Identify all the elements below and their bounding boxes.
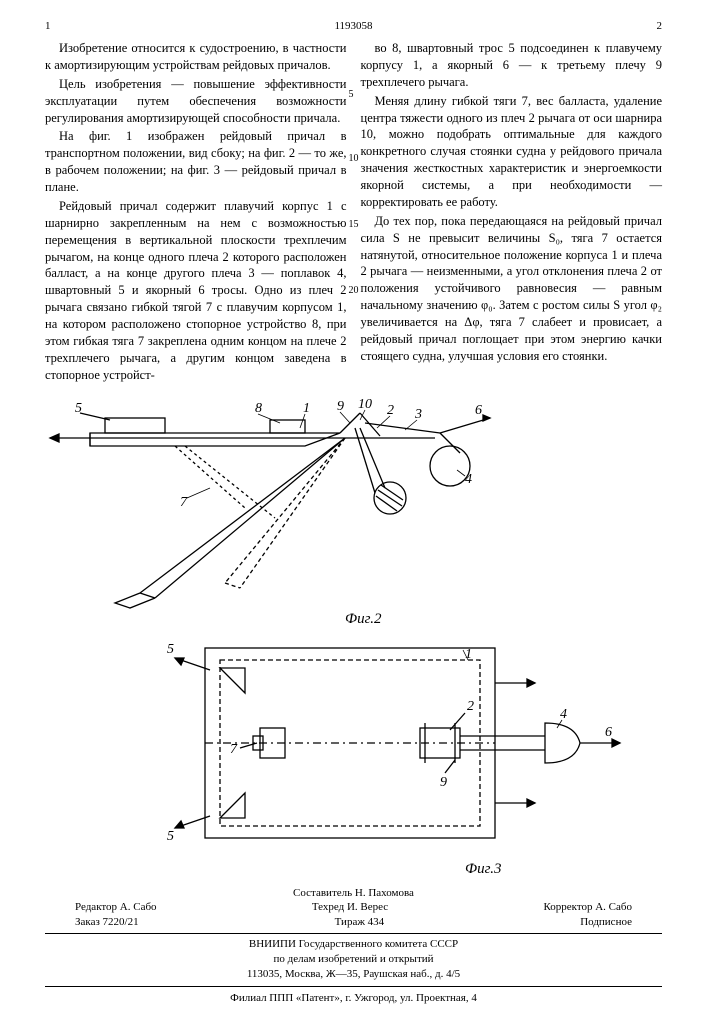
corrector: Корректор А. Сабо	[543, 900, 632, 915]
doc-number: 1193058	[334, 20, 372, 32]
para: Меняя длину гибкой тяги 7, вес балласта,…	[361, 93, 663, 211]
fig-label: 5	[167, 829, 174, 844]
para: До тех пор, пока передающаяся на рейдовы…	[361, 213, 663, 365]
org1: ВНИИПИ Государственного комитета СССР	[45, 937, 662, 952]
line-num: 5	[349, 88, 354, 102]
fig-label: 6	[475, 403, 482, 418]
para: во 8, швартовный трос 5 подсоединен к пл…	[361, 40, 663, 91]
fig-label: 8	[255, 401, 262, 416]
para: Рейдовый причал содержит плавучий корпус…	[45, 198, 347, 384]
fig-label: 1	[465, 647, 472, 662]
tirage: Тираж 434	[335, 915, 385, 930]
fig2-caption: Фиг.2	[345, 611, 382, 627]
divider	[45, 986, 662, 987]
line-num: 15	[349, 218, 359, 232]
editor: Редактор А. Сабо	[75, 900, 157, 915]
para: На фиг. 1 изображен рейдовый причал в тр…	[45, 128, 347, 196]
fig-label: 4	[560, 707, 567, 722]
fig-label: 9	[440, 775, 447, 790]
order: Заказ 7220/21	[75, 915, 139, 930]
para: Изобретение относится к судостроению, в …	[45, 40, 347, 74]
figure-3: 7 5 5 1 2 4 6 9 Фиг.3	[45, 628, 662, 878]
header-row: 1 1193058 2	[45, 20, 662, 32]
subscription: Подписное	[580, 915, 632, 930]
fig-label: 10	[358, 398, 372, 412]
page-num-right: 2	[657, 20, 663, 32]
fig-label: 5	[75, 401, 82, 416]
left-column: Изобретение относится к судостроению, в …	[45, 40, 347, 386]
org2: по делам изобретений и открытий	[45, 952, 662, 967]
footer-order: Заказ 7220/21 Тираж 434 Подписное	[45, 915, 662, 934]
fig-label: 2	[467, 699, 474, 714]
fig-label: 6	[605, 725, 612, 740]
para: Цель изобретения — повышение эффективнос…	[45, 76, 347, 127]
fig-label: 7	[230, 742, 238, 757]
page-num-left: 1	[45, 20, 51, 32]
line-num: 20	[349, 284, 359, 298]
figures-block: 5 8 1 9 10 2 3 6 4 7 Фиг.2	[45, 398, 662, 878]
footer: Составитель Н. Пахомова Редактор А. Сабо…	[45, 886, 662, 1006]
right-column: 5 10 15 20 во 8, швартовный трос 5 подсо…	[361, 40, 663, 386]
fig-label: 9	[337, 399, 344, 414]
fig-label: 5	[167, 642, 174, 657]
fig-label: 2	[387, 403, 394, 418]
footer-editors: Редактор А. Сабо Техред И. Верес Коррект…	[45, 900, 662, 915]
compiler: Составитель Н. Пахомова	[45, 886, 662, 901]
patent-page: 1 1193058 2 Изобретение относится к судо…	[0, 0, 707, 1025]
text-columns: Изобретение относится к судостроению, в …	[45, 40, 662, 386]
fig-label: 4	[465, 472, 472, 487]
fig3-caption: Фиг.3	[465, 861, 501, 877]
techred: Техред И. Верес	[312, 900, 388, 915]
fig-label: 7	[180, 495, 188, 510]
addr1: 113035, Москва, Ж—35, Раушская наб., д. …	[45, 967, 662, 982]
fig-label: 3	[414, 407, 422, 422]
addr2: Филиал ППП «Патент», г. Ужгород, ул. Про…	[45, 991, 662, 1006]
fig-label: 1	[303, 401, 310, 416]
figure-1-2: 5 8 1 9 10 2 3 6 4 7 Фиг.2	[45, 398, 662, 628]
line-num: 10	[349, 152, 359, 166]
